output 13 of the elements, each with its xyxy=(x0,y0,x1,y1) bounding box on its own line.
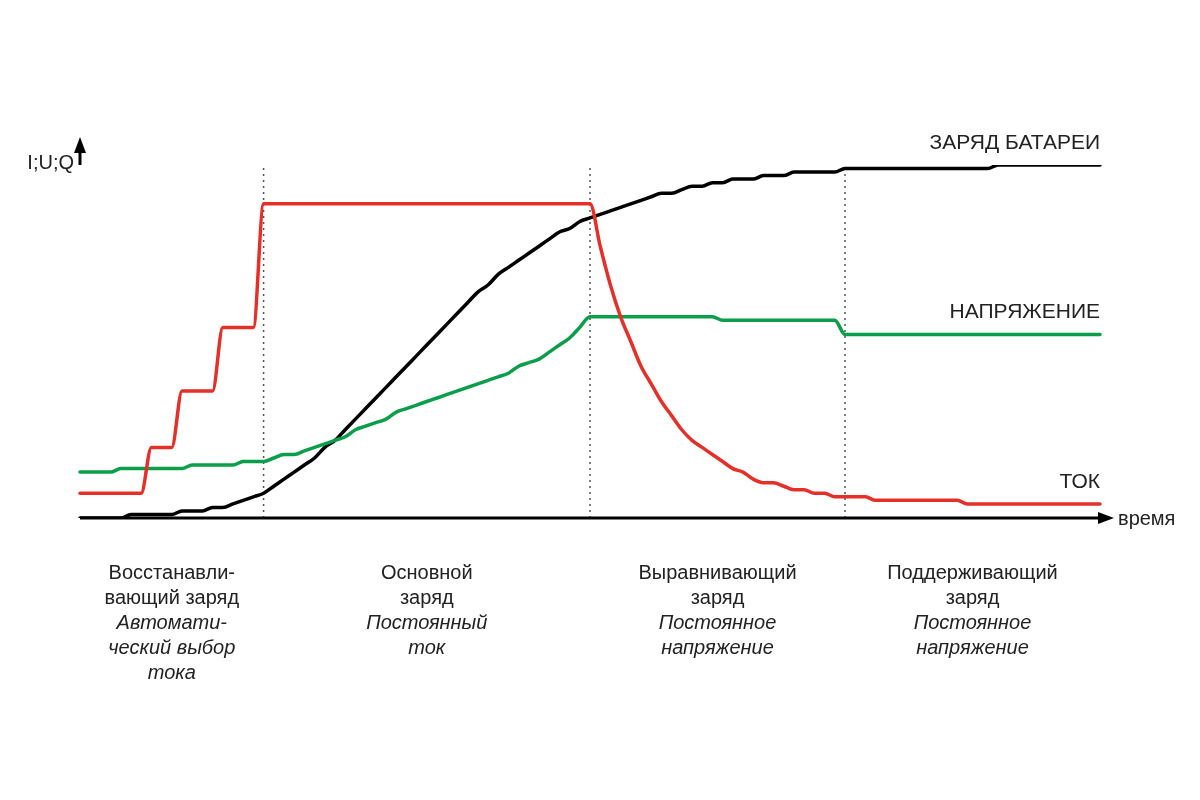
text: Постоянное напряжение xyxy=(657,610,778,660)
x-axis-title: время xyxy=(1118,507,1176,529)
y-axis-title: I;U;Q xyxy=(26,151,74,174)
text: Постоянное напряжение xyxy=(912,610,1033,660)
text: Постоянный ток xyxy=(365,610,489,660)
text: Автомати- ческий выбор тока xyxy=(107,610,237,685)
series-label: НАПРЯЖЕНИЕ xyxy=(949,298,1100,325)
text: Поддерживающий заряд xyxy=(886,560,1059,610)
text: Выравнивающий заряд xyxy=(637,560,798,610)
series-label: ЗАРЯД БАТАРЕИ xyxy=(929,129,1100,155)
text: Восстанавли- вающий заряд xyxy=(103,560,241,610)
text: Основной заряд xyxy=(379,560,474,610)
series-label: ТОК xyxy=(1059,467,1100,494)
